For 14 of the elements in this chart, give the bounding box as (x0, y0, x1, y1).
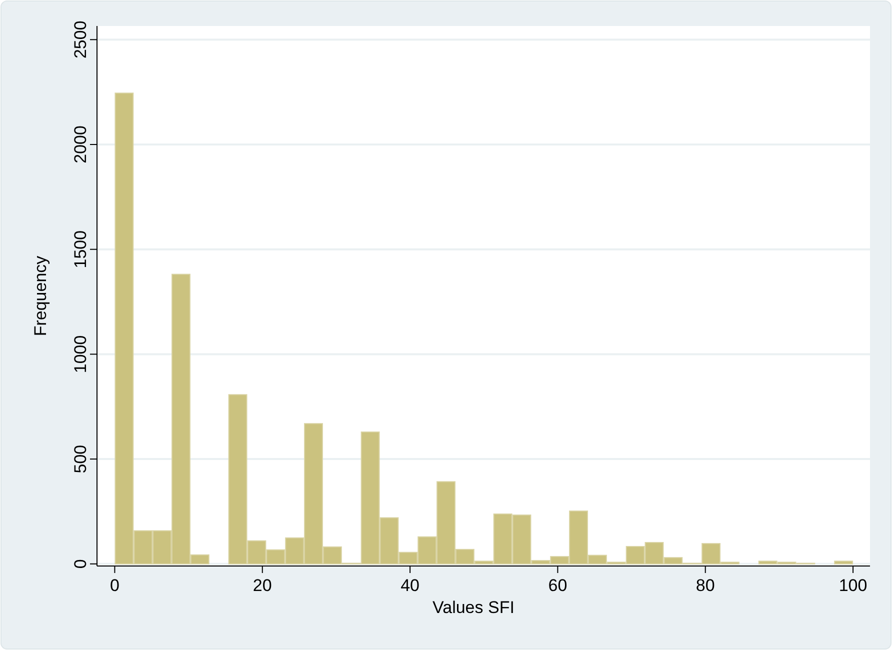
x-tick-label: 100 (838, 576, 868, 595)
y-tick-label: 1000 (71, 335, 90, 374)
y-axis-title: Frequency (31, 255, 50, 336)
x-tick-label: 0 (110, 576, 120, 595)
y-tick-label: 2000 (71, 126, 90, 164)
x-tick-label: 40 (400, 576, 420, 595)
x-tick-label: 20 (252, 576, 272, 595)
y-tick-label: 1500 (71, 230, 90, 268)
y-tick-label: 2500 (71, 20, 90, 59)
y-tick-label: 0 (71, 559, 90, 569)
x-axis-title: Values SFI (432, 598, 514, 617)
x-tick-label: 80 (696, 576, 715, 595)
x-tick-label: 60 (548, 576, 568, 595)
y-tick-label: 500 (71, 444, 90, 474)
